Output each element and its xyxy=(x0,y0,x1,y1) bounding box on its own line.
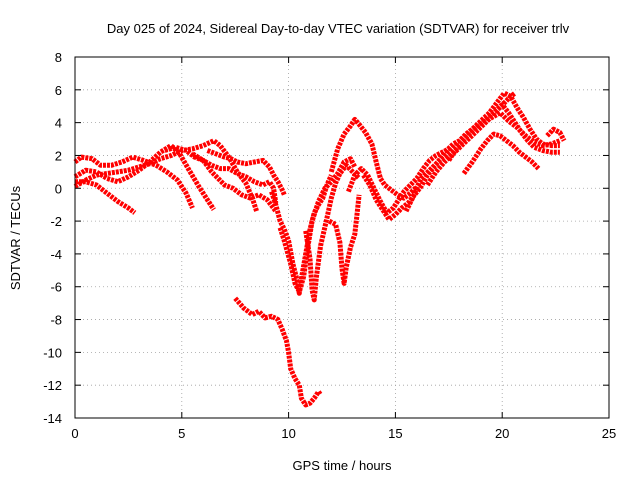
y-tick-label: -4 xyxy=(50,247,62,262)
y-tick-label: 8 xyxy=(55,50,62,65)
series-line-6 xyxy=(191,151,278,213)
y-tick-label: 4 xyxy=(55,116,62,131)
y-tick-label: -2 xyxy=(50,214,62,229)
y-tick-label: -10 xyxy=(43,345,62,360)
y-tick-label: -8 xyxy=(50,313,62,328)
y-tick-label: -14 xyxy=(43,411,62,426)
series-line-4 xyxy=(73,138,259,212)
series-line-5 xyxy=(163,144,279,204)
axis-ticks xyxy=(74,56,610,419)
y-axis-label: SDTVAR / TECUs xyxy=(8,185,23,290)
x-tick-labels: 0 5 10 15 20 25 xyxy=(71,426,616,441)
series-line-14 xyxy=(346,146,450,216)
x-tick-label: 25 xyxy=(602,426,616,441)
y-tick-label: 0 xyxy=(55,181,62,196)
series-line-11 xyxy=(303,162,361,303)
series-line-3 xyxy=(73,143,216,211)
y-tick-label: -12 xyxy=(43,378,62,393)
chart-title: Day 025 of 2024, Sidereal Day-to-day VTE… xyxy=(107,21,570,36)
series-line-18 xyxy=(461,131,541,175)
y-tick-labels: -14 -12 -10 -8 -6 -4 -2 0 2 4 6 8 xyxy=(43,50,62,426)
x-tick-label: 0 xyxy=(71,426,78,441)
series-layer xyxy=(73,90,567,408)
x-tick-label: 20 xyxy=(495,426,509,441)
series-line-7 xyxy=(206,148,287,196)
series-line-12 xyxy=(328,194,362,286)
series-line-1 xyxy=(75,179,137,215)
x-axis-label: GPS time / hours xyxy=(293,458,392,473)
plot-frame xyxy=(74,56,610,419)
y-tick-label: 6 xyxy=(55,83,62,98)
series-line-13 xyxy=(328,116,419,201)
series-line-10 xyxy=(277,156,358,295)
series-line-19 xyxy=(446,110,561,162)
series-line-8 xyxy=(233,296,323,408)
series-line-16 xyxy=(403,90,560,213)
y-tick-label: -6 xyxy=(50,280,62,295)
y-tick-label: 2 xyxy=(55,148,62,163)
x-tick-label: 10 xyxy=(281,426,295,441)
grid xyxy=(75,57,609,418)
series-line-2 xyxy=(73,154,195,209)
series-line-20 xyxy=(545,126,567,142)
x-tick-label: 15 xyxy=(388,426,402,441)
x-tick-label: 5 xyxy=(178,426,185,441)
